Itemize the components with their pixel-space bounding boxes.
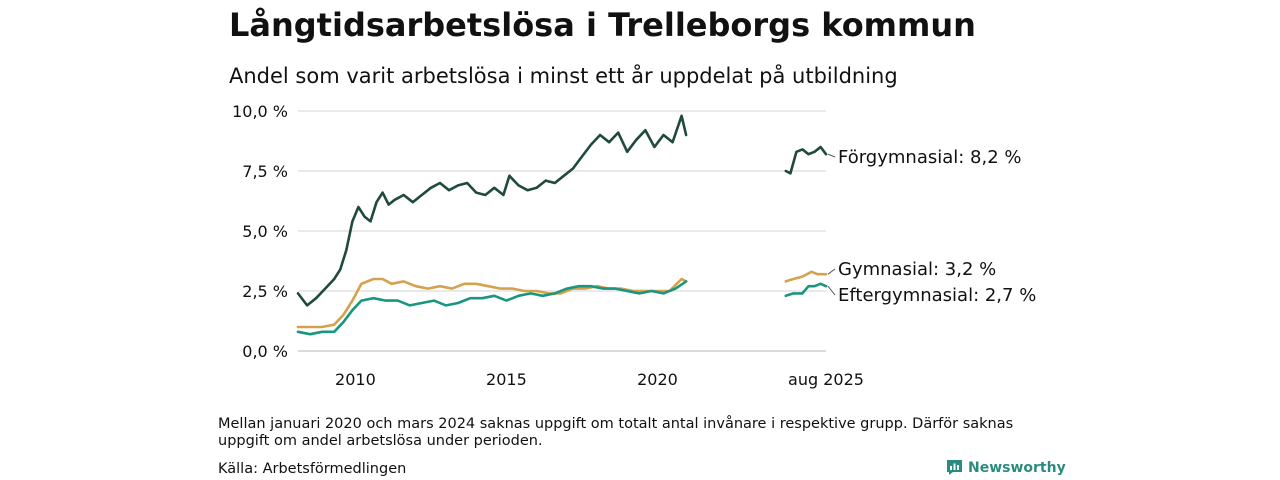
- series-line-förgymnasial: [784, 145, 828, 175]
- x-tick-label: 2020: [637, 370, 678, 389]
- brand-name: Newsworthy: [968, 459, 1066, 476]
- chart-subtitle: Andel som varit arbetslösa i minst ett å…: [229, 64, 898, 88]
- y-tick-label: 5,0 %: [242, 222, 288, 241]
- series-line-eftergymnasial: [296, 280, 688, 336]
- newsworthy-logo-icon: [947, 460, 962, 475]
- series-line-förgymnasial: [296, 114, 688, 307]
- series-end-label: Gymnasial: 3,2 %: [838, 259, 996, 280]
- brand-logo: Newsworthy: [946, 459, 1066, 476]
- series-end-label: Förgymnasial: 8,2 %: [838, 147, 1022, 168]
- x-tick-label: 2010: [335, 370, 376, 389]
- x-tick-label: 2015: [486, 370, 527, 389]
- series-end-label: Eftergymnasial: 2,7 %: [838, 285, 1036, 306]
- chart-title: Långtidsarbetslösa i Trelleborgs kommun: [229, 6, 976, 44]
- footnote: Mellan januari 2020 och mars 2024 saknas…: [218, 416, 1014, 449]
- series-line-eftergymnasial: [784, 282, 828, 298]
- y-tick-label: 7,5 %: [242, 162, 288, 181]
- end-label-leader: [827, 285, 836, 296]
- series-line-gymnasial: [784, 270, 828, 283]
- y-tick-label: 10,0 %: [232, 102, 288, 121]
- x-tick-label: aug 2025: [788, 370, 864, 389]
- source-label: Källa: Arbetsförmedlingen: [218, 461, 407, 477]
- y-tick-label: 2,5 %: [242, 282, 288, 301]
- series-line-gymnasial: [296, 277, 688, 329]
- line-chart: 0,0 % 2,5 % 5,0 % 7,5 % 10,0 % 2010 2015 2020 au…: [232, 102, 1036, 389]
- end-label-leader: [827, 268, 836, 275]
- end-label-leader: [827, 153, 836, 158]
- y-tick-label: 0,0 %: [242, 342, 288, 361]
